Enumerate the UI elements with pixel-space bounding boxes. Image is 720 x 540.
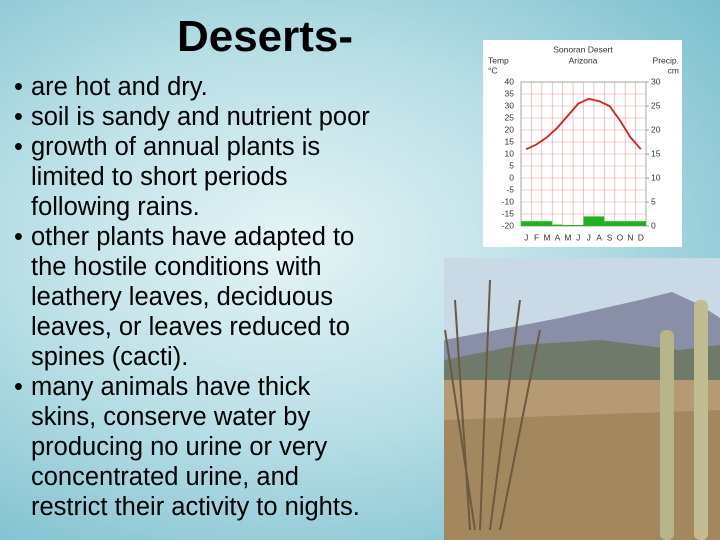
ocotillo [444, 279, 541, 531]
x-tick-label: M [564, 232, 571, 242]
bullet-line: soil is sandy and nutrient poor [31, 103, 370, 131]
precip-bar [625, 221, 636, 226]
precip-bar [604, 221, 615, 226]
x-tick-label: J [524, 232, 528, 242]
saguaro [660, 330, 674, 540]
x-tick-label: A [555, 232, 561, 242]
y2-tick-label: 25 [651, 100, 661, 110]
x-tick-label: J [587, 232, 591, 242]
y-tick-label: 30 [505, 100, 515, 110]
bullet-line: following rains. [31, 193, 200, 221]
precip-bar [531, 221, 542, 226]
y-tick-label: -5 [506, 184, 514, 194]
precip-bar [583, 216, 594, 226]
y2-tick-label: 10 [651, 172, 661, 182]
y2-axis-unit: cm [668, 65, 679, 75]
y-tick-label: -15 [502, 208, 515, 218]
x-tick-label: S [607, 232, 613, 242]
precip-bar [562, 225, 574, 226]
bullet-line: restrict their activity to nights. [31, 493, 360, 521]
y2-tick-label: 20 [651, 124, 661, 134]
y2-tick-label: 5 [651, 196, 656, 206]
bullet-list: are hot and dry.soil is sandy and nutrie… [14, 72, 444, 522]
x-tick-label: N [627, 232, 633, 242]
y-tick-label: -20 [502, 220, 515, 230]
y-tick-label: 25 [505, 112, 515, 122]
bullet-line: leathery leaves, deciduous [31, 283, 333, 311]
photo [444, 258, 720, 540]
chart-title: Sonoran Desert [553, 44, 613, 54]
y-axis-unit: °C [488, 65, 498, 75]
saguaro [694, 300, 708, 540]
y2-tick-label: 30 [651, 76, 661, 86]
chart-subtitle: Arizona [569, 55, 598, 65]
bullet-line: skins, conserve water by [31, 403, 311, 431]
bullet-line: growth of annual plants is [31, 133, 321, 161]
y2-tick-label: 0 [651, 220, 656, 230]
y-axis-label: Temp [488, 55, 509, 65]
y-tick-label: 40 [505, 76, 515, 86]
precip-bar [614, 221, 626, 226]
foreground [444, 410, 720, 540]
precip-bar [593, 216, 605, 226]
x-tick-label: A [596, 232, 602, 242]
bullet-line: producing no urine or very [31, 433, 328, 461]
y-tick-label: 15 [505, 136, 515, 146]
y-tick-label: 5 [509, 160, 514, 170]
bullet: are hot and dry. [14, 72, 444, 102]
y-tick-label: 20 [505, 124, 515, 134]
y-tick-label: -10 [502, 196, 515, 206]
y2-tick-label: 15 [651, 148, 661, 158]
bullet-line: spines (cacti). [31, 343, 189, 371]
chart-background [483, 40, 682, 247]
bullet-line: other plants have adapted to [31, 223, 355, 251]
bullet-line: are hot and dry. [31, 73, 208, 101]
y-tick-label: 35 [505, 88, 515, 98]
x-tick-label: D [638, 232, 644, 242]
slide-title: Deserts- [176, 12, 354, 61]
temperature-line [525, 97, 642, 151]
precip-bar [573, 225, 584, 226]
bullet-line: many animals have thick [31, 373, 311, 401]
x-tick-label: O [617, 232, 624, 242]
precip-bar [521, 221, 532, 226]
x-tick-label: J [576, 232, 580, 242]
x-tick-label: F [534, 232, 539, 242]
bullet-line: concentrated urine, and [31, 463, 299, 491]
bullet: soil is sandy and nutrient poor [14, 102, 444, 132]
y-tick-label: 0 [509, 172, 514, 182]
precip-bar [635, 221, 646, 226]
bullet-line: leaves, or leaves reduced to [31, 313, 350, 341]
precip-bar [552, 224, 563, 226]
precip-bar [541, 221, 553, 226]
bullet-line: the hostile conditions with [31, 253, 322, 281]
y2-axis-label: Precip. [653, 55, 679, 65]
bullet-line: limited to short periods [31, 163, 288, 191]
x-tick-label: M [543, 232, 550, 242]
y-tick-label: 10 [505, 148, 515, 158]
